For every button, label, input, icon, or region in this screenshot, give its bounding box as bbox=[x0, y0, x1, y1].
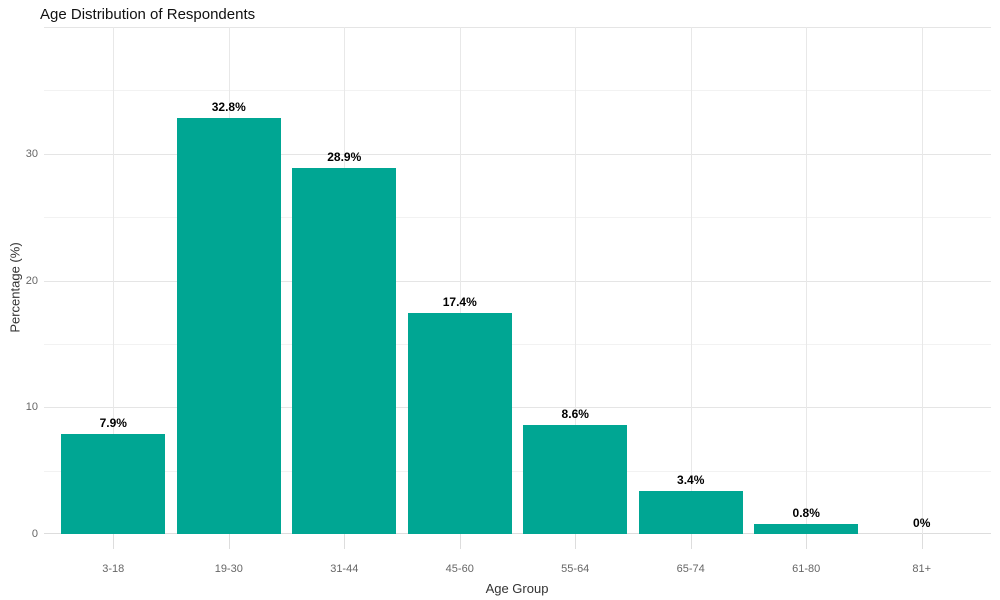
y-axis-title: Percentage (%) bbox=[7, 242, 23, 333]
x-tick-label: 31-44 bbox=[330, 563, 359, 575]
x-tick-mark bbox=[690, 534, 692, 549]
y-gridline-minor bbox=[44, 90, 991, 92]
x-tick-label: 19-30 bbox=[214, 563, 243, 575]
y-gridline-major bbox=[44, 280, 991, 282]
y-gridline-minor bbox=[44, 470, 991, 472]
x-tick-label: 65-74 bbox=[676, 563, 705, 575]
x-gridline bbox=[921, 27, 923, 534]
x-tick-label: 3-18 bbox=[102, 563, 125, 575]
x-tick-mark bbox=[344, 534, 346, 549]
x-tick-mark bbox=[113, 534, 115, 549]
x-tick-label: 45-60 bbox=[445, 563, 474, 575]
bar-value-label: 7.9% bbox=[99, 415, 127, 430]
bar-45-60 bbox=[407, 313, 512, 534]
y-gridline-major bbox=[44, 153, 991, 155]
bar-31-44 bbox=[292, 167, 397, 534]
y-tick-label: 10 bbox=[25, 401, 38, 414]
bar-value-label: 32.8% bbox=[211, 100, 246, 115]
y-tick-label: 30 bbox=[25, 147, 38, 160]
x-gridline bbox=[575, 27, 577, 534]
bar-61-80 bbox=[754, 523, 859, 534]
bar-value-label: 17.4% bbox=[442, 295, 477, 310]
x-gridline bbox=[113, 27, 115, 534]
x-tick-mark bbox=[575, 534, 577, 549]
x-tick-label: 81+ bbox=[912, 563, 932, 575]
x-gridline bbox=[806, 27, 808, 534]
bar-value-label: 0% bbox=[913, 516, 931, 530]
y-gridline-minor bbox=[44, 343, 991, 345]
bar-value-label: 28.9% bbox=[327, 149, 362, 164]
y-gridline-major bbox=[44, 27, 991, 28]
plot-area: 7.9% 32.8% 28.9% 17.4% 8.6% 3.4% 0.8% 0% bbox=[44, 27, 991, 534]
x-tick-mark bbox=[921, 534, 923, 549]
x-tick-mark bbox=[228, 534, 230, 549]
x-tick-label: 61-80 bbox=[792, 563, 821, 575]
y-tick-label: 0 bbox=[31, 528, 38, 540]
x-tick-mark bbox=[459, 534, 461, 549]
x-axis-title: Age Group bbox=[485, 581, 549, 596]
bar-55-64 bbox=[523, 424, 628, 534]
x-axis-line bbox=[44, 533, 991, 534]
y-gridline-major bbox=[44, 407, 991, 409]
x-tick-label: 55-64 bbox=[561, 563, 590, 575]
bar-19-30 bbox=[176, 118, 281, 534]
bar-value-label: 3.4% bbox=[677, 472, 705, 487]
x-gridline bbox=[690, 27, 692, 534]
x-tick-mark bbox=[806, 534, 808, 549]
y-gridline-minor bbox=[44, 217, 991, 219]
x-gridline bbox=[459, 27, 461, 534]
y-tick-label: 20 bbox=[25, 274, 38, 287]
bar-65-74 bbox=[638, 490, 743, 534]
bar-value-label: 8.6% bbox=[561, 406, 589, 421]
chart-title: Age Distribution of Respondents bbox=[40, 6, 256, 23]
bar-value-label: 0.8% bbox=[792, 505, 820, 520]
bar-3-18 bbox=[61, 433, 166, 534]
